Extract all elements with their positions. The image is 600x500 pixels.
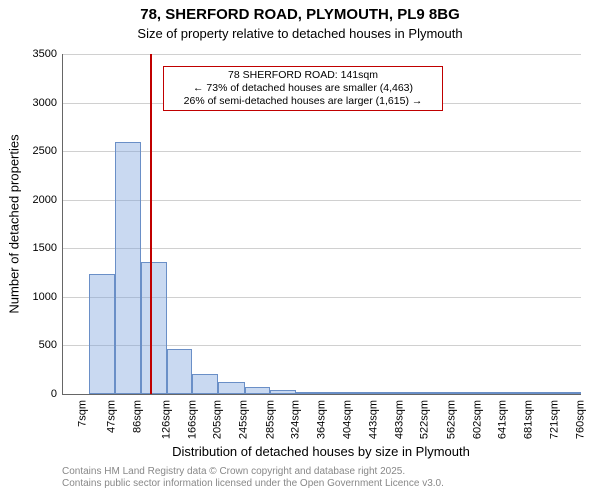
histogram-bar xyxy=(477,392,503,394)
histogram-bar xyxy=(115,142,141,394)
x-tick-label: 285sqm xyxy=(264,400,276,439)
x-tick-label: 681sqm xyxy=(523,400,535,439)
y-tick-label: 1000 xyxy=(33,291,63,303)
x-tick-label: 760sqm xyxy=(574,400,586,439)
credits-line2: Contains public sector information licen… xyxy=(62,478,444,490)
gridline xyxy=(63,54,581,55)
annotation-box: 78 SHERFORD ROAD: 141sqm← 73% of detache… xyxy=(163,66,443,111)
x-tick-label: 562sqm xyxy=(445,400,457,439)
x-tick-label: 641sqm xyxy=(497,400,509,439)
x-tick-label: 86sqm xyxy=(131,400,143,433)
y-axis-label: Number of detached properties xyxy=(7,134,22,313)
histogram-bar xyxy=(374,392,399,394)
y-tick-label: 2000 xyxy=(33,194,63,206)
histogram-bar xyxy=(89,274,114,394)
y-tick-label: 3500 xyxy=(33,48,63,60)
histogram-bar xyxy=(503,392,529,394)
credits-block: Contains HM Land Registry data © Crown c… xyxy=(62,466,444,490)
x-tick-label: 166sqm xyxy=(186,400,198,439)
histogram-bar xyxy=(245,387,270,394)
x-tick-label: 602sqm xyxy=(471,400,483,439)
x-tick-label: 404sqm xyxy=(342,400,354,439)
credits-line1: Contains HM Land Registry data © Crown c… xyxy=(62,466,444,478)
x-axis-label: Distribution of detached houses by size … xyxy=(172,444,470,459)
annotation-line1: 78 SHERFORD ROAD: 141sqm xyxy=(168,69,438,82)
x-tick-label: 7sqm xyxy=(76,400,88,427)
histogram-bar xyxy=(270,390,296,394)
x-tick-label: 324sqm xyxy=(290,400,302,439)
x-tick-label: 205sqm xyxy=(212,400,224,439)
plot-area: 05001000150020002500300035007sqm47sqm86s… xyxy=(62,54,581,395)
histogram-bar xyxy=(426,392,452,394)
property-marker-line xyxy=(150,54,152,394)
chart-title-line2: Size of property relative to detached ho… xyxy=(0,26,600,41)
chart-title-line1: 78, SHERFORD ROAD, PLYMOUTH, PL9 8BG xyxy=(0,6,600,23)
x-tick-label: 364sqm xyxy=(316,400,328,439)
y-tick-label: 0 xyxy=(51,388,63,400)
y-tick-label: 2500 xyxy=(33,145,63,157)
x-tick-label: 245sqm xyxy=(238,400,250,439)
annotation-line3: 26% of semi-detached houses are larger (… xyxy=(168,95,438,108)
chart-container: 78, SHERFORD ROAD, PLYMOUTH, PL9 8BG Siz… xyxy=(0,0,600,500)
histogram-bar xyxy=(452,392,477,394)
annotation-line2: ← 73% of detached houses are smaller (4,… xyxy=(168,82,438,95)
histogram-bar xyxy=(141,262,167,394)
histogram-bar xyxy=(555,392,581,394)
y-tick-label: 3000 xyxy=(33,97,63,109)
histogram-bar xyxy=(296,392,322,394)
x-tick-label: 522sqm xyxy=(419,400,431,439)
histogram-bar xyxy=(192,374,218,394)
x-tick-label: 443sqm xyxy=(367,400,379,439)
x-tick-label: 47sqm xyxy=(106,400,118,433)
histogram-bar xyxy=(529,392,554,394)
x-tick-label: 483sqm xyxy=(393,400,405,439)
x-tick-label: 721sqm xyxy=(549,400,561,439)
histogram-bar xyxy=(167,349,192,394)
histogram-bar xyxy=(322,392,347,394)
y-tick-label: 1500 xyxy=(33,242,63,254)
histogram-bar xyxy=(348,392,374,394)
histogram-bar xyxy=(399,392,425,394)
y-tick-label: 500 xyxy=(39,339,63,351)
histogram-bar xyxy=(218,382,244,394)
x-tick-label: 126sqm xyxy=(160,400,172,439)
